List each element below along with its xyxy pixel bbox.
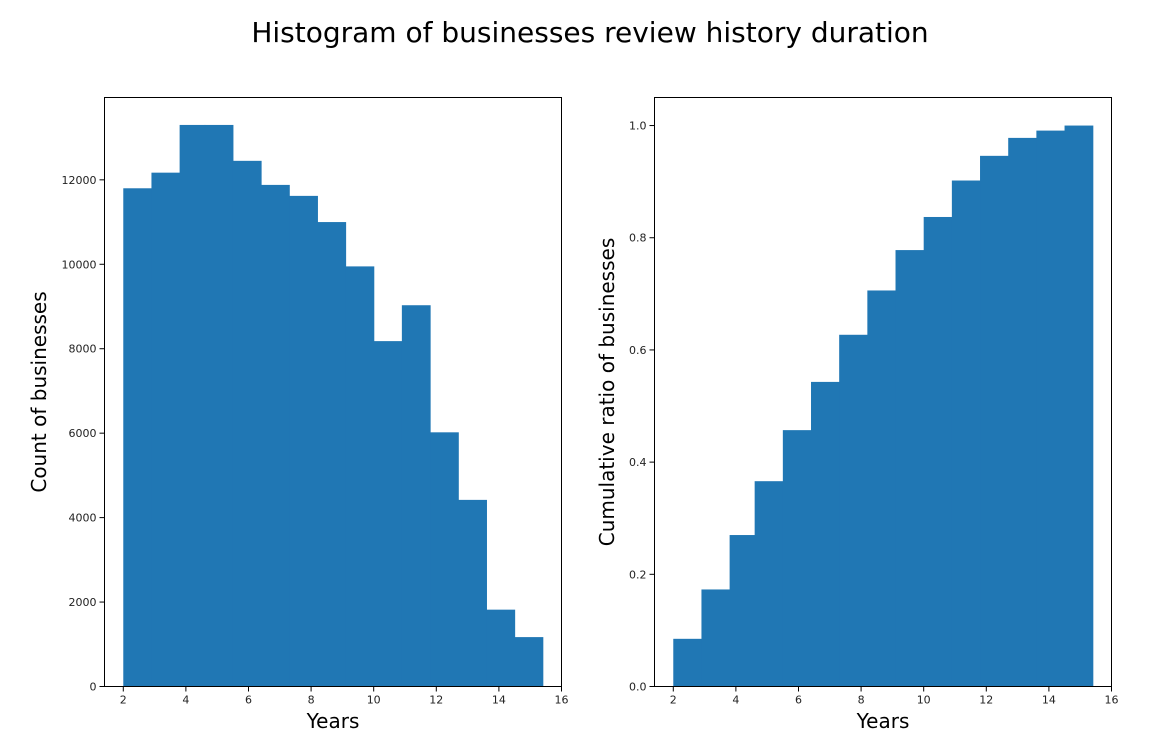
cumulative-y-tick-label: 0.8 [629,232,647,245]
count-y-tick-label: 2000 [69,596,97,609]
count-histogram-bar [232,160,262,687]
cumulative-histogram-y-label: Cumulative ratio of businesses [595,238,619,547]
count-histogram-bar [345,266,375,687]
cumulative-histogram-bars [673,125,1094,687]
cumulative-x-tick-label: 2 [670,694,677,707]
cumulative-histogram-bar [782,430,812,687]
count-x-tick-label: 4 [182,694,189,707]
count-y-tick-label: 6000 [69,427,97,440]
cumulative-histogram-bar [1036,130,1066,687]
count-histogram-bar [179,124,206,687]
count-histogram-bars [123,124,544,687]
cumulative-histogram-bar [980,155,1009,687]
cumulative-histogram-bar [729,535,756,687]
cumulative-histogram-x-label: Years [856,709,910,733]
cumulative-histogram-bar [951,180,981,687]
cumulative-y-tick-label: 0.2 [629,568,647,581]
count-histogram-bar [317,222,347,687]
cumulative-x-tick-label: 6 [795,694,802,707]
cumulative-y-tick-label: 0.6 [629,344,647,357]
count-x-tick-label: 8 [308,694,315,707]
count-histogram-y-label: Count of businesses [27,291,51,492]
count-x-tick-label: 14 [492,694,506,707]
count-y-tick-label: 4000 [69,512,97,525]
count-histogram-bar [458,499,487,687]
count-histogram-bar [486,609,516,687]
cumulative-x-tick-label: 4 [732,694,739,707]
count-y-tick-label: 8000 [69,343,97,356]
cumulative-y-tick-label: 0.4 [629,456,647,469]
count-x-tick-label: 16 [555,694,569,707]
count-histogram-chart: 2 4 6 8 10 12 14 16 0 2000 4000 6000 8000 10000 12000… [27,97,569,733]
cumulative-x-tick-label: 8 [858,694,865,707]
cumulative-x-tick-label: 16 [1105,694,1119,707]
figure-title: Histogram of businesses review history d… [251,16,928,49]
count-histogram-x-label: Years [306,709,360,733]
count-histogram-bar [151,172,181,687]
cumulative-histogram-bar [1008,137,1037,687]
count-x-tick-label: 12 [429,694,443,707]
cumulative-y-tick-label: 0.0 [629,681,647,694]
count-histogram-y-ticks: 0 2000 4000 6000 8000 10000 12000 [62,174,105,694]
count-y-tick-label: 10000 [62,258,97,271]
cumulative-histogram-chart: 2 4 6 8 10 12 14 16 0.0 0.2 0.4 0.6 0.8 1.0 Years Cu… [595,97,1119,733]
cumulative-histogram-x-ticks: 2 4 6 8 10 12 14 16 [670,686,1119,707]
count-x-tick-label: 6 [245,694,252,707]
count-histogram-bar [261,184,290,687]
count-histogram-bar [514,637,544,687]
cumulative-x-tick-label: 12 [979,694,993,707]
count-x-tick-label: 10 [367,694,381,707]
cumulative-histogram-bar [867,290,897,687]
cumulative-histogram-bar [895,250,925,687]
count-histogram-bar [373,341,403,687]
count-y-tick-label: 12000 [62,174,97,187]
cumulative-histogram-y-ticks: 0.0 0.2 0.4 0.6 0.8 1.0 [629,120,655,694]
cumulative-histogram-axes-frame [654,97,1112,687]
cumulative-histogram-bar [811,381,840,687]
cumulative-x-tick-label: 14 [1042,694,1056,707]
count-x-tick-label: 2 [120,694,127,707]
cumulative-histogram-bar [1064,125,1094,687]
count-histogram-bar [123,188,153,687]
cumulative-y-tick-label: 1.0 [629,120,647,133]
count-y-tick-label: 0 [90,681,97,694]
count-histogram-axes-frame [104,97,562,687]
count-histogram-x-ticks: 2 4 6 8 10 12 14 16 [120,686,569,707]
cumulative-histogram-bar [923,216,953,687]
count-histogram-bar [204,124,234,687]
cumulative-x-tick-label: 10 [917,694,931,707]
cumulative-histogram-bar [701,589,731,687]
cumulative-histogram-bar [839,334,868,687]
cumulative-histogram-bar [673,638,703,687]
cumulative-histogram-bar [754,481,784,687]
count-histogram-bar [289,195,318,687]
count-histogram-bar [401,305,431,687]
count-histogram-bar [430,432,459,687]
